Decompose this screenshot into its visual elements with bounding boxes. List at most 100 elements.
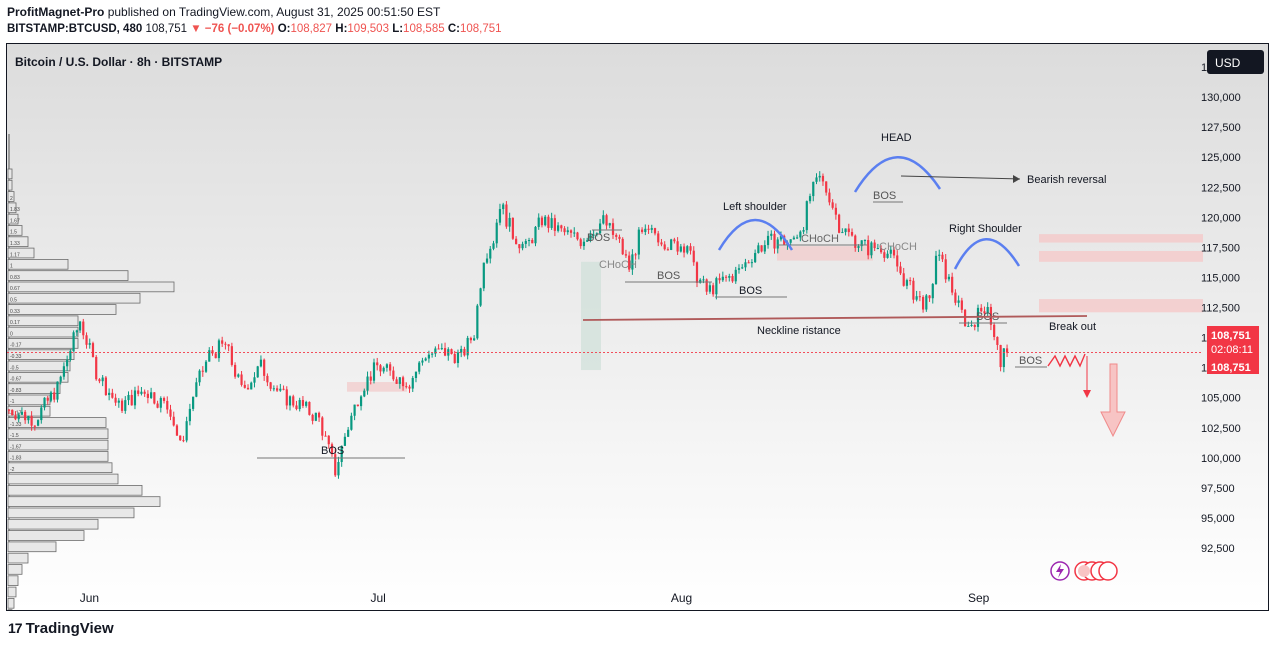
- candle-body: [405, 386, 408, 388]
- candle-body: [931, 284, 934, 299]
- candle-body: [760, 245, 763, 252]
- candle-body: [237, 374, 240, 377]
- volume-profile-bar: [7, 270, 129, 281]
- candle-body: [272, 388, 275, 390]
- candle-body: [644, 228, 647, 232]
- volume-profile-label: -0.67: [10, 377, 22, 383]
- candle-body: [766, 235, 770, 246]
- candle-body: [82, 321, 85, 336]
- y-tick-label: 117,500: [1201, 242, 1240, 254]
- candle-body: [611, 223, 615, 235]
- candle-body: [230, 346, 233, 365]
- y-tick-label: 105,000: [1201, 393, 1241, 405]
- price-change: ▼ −76 (−0.07%): [190, 23, 275, 35]
- candle-body: [954, 292, 957, 303]
- volume-profile-bar: [7, 315, 79, 327]
- candle-body: [689, 246, 692, 251]
- candle-body: [870, 242, 873, 256]
- candle-body: [427, 354, 430, 359]
- event-icons[interactable]: [1050, 561, 1118, 581]
- annotation-label: BOS: [739, 285, 762, 297]
- y-tick-label: 115,000: [1201, 272, 1240, 284]
- currency-button[interactable]: USD: [1207, 50, 1264, 74]
- candle-body: [792, 237, 795, 240]
- candle-body: [682, 246, 686, 253]
- candle-body: [721, 276, 724, 281]
- candle-body: [153, 392, 156, 404]
- low-label: L:: [392, 23, 404, 35]
- candle-body: [424, 358, 427, 361]
- candle-body: [398, 377, 401, 384]
- candle-body: [418, 362, 421, 372]
- candle-body: [728, 276, 731, 278]
- candle-body: [195, 382, 198, 397]
- candle-body: [62, 366, 66, 377]
- candle-body: [95, 356, 98, 380]
- candle-body: [828, 192, 831, 203]
- volume-profile-label: -1.33: [10, 422, 22, 428]
- candle-body: [712, 285, 715, 295]
- candle-body: [243, 384, 246, 388]
- volume-profile-label: 1.67: [10, 218, 20, 224]
- candle-body: [734, 269, 737, 282]
- publisher-name[interactable]: ProfitMagnet-Pro: [7, 5, 105, 19]
- candle-body: [282, 388, 285, 390]
- candle-body: [598, 223, 602, 234]
- candle-body: [518, 244, 521, 249]
- candle-body: [463, 348, 466, 356]
- y-tick-label: 130,000: [1201, 92, 1241, 104]
- candle-body: [59, 376, 62, 382]
- candle-body: [841, 232, 844, 234]
- candle-body: [466, 337, 469, 356]
- candle-body: [844, 228, 847, 233]
- volume-profile-label: 0.67: [10, 286, 20, 292]
- volume-profile-bar: [7, 564, 23, 575]
- candle-body: [624, 254, 628, 256]
- candle-body: [214, 353, 217, 359]
- volume-profile-bar: [7, 575, 19, 586]
- candle-body: [489, 248, 492, 259]
- chart-title: Bitcoin / U.S. Dollar · 8h · BITSTAMP: [15, 55, 222, 69]
- candle-body: [660, 242, 663, 245]
- candle-body: [266, 375, 269, 383]
- last-price: 108,751: [145, 23, 188, 35]
- candle-body: [692, 250, 695, 263]
- volume-profile-bar: [7, 236, 29, 248]
- supply-demand-zone: [1039, 234, 1203, 243]
- candle-body: [104, 377, 107, 395]
- candle-body: [618, 236, 621, 239]
- candle-body: [30, 415, 33, 426]
- candle-body: [628, 255, 631, 270]
- candle-body: [485, 258, 489, 263]
- candle-body: [653, 228, 657, 234]
- volume-profile-bar: [7, 518, 99, 530]
- volume-profile-bar: [7, 225, 23, 236]
- tradingview-logo[interactable]: 17 TradingView: [8, 620, 114, 637]
- candle-body: [673, 239, 676, 242]
- candle-body: [589, 234, 592, 241]
- candle-body: [295, 405, 298, 410]
- candle-body: [909, 280, 912, 282]
- price-chart[interactable]: -2-1.83-1.67-1.5-1.33-1.17-1-0.83-0.67-0…: [7, 44, 1268, 610]
- us-flag-icon[interactable]: [1098, 561, 1118, 581]
- candle-body: [608, 223, 611, 226]
- y-tick-label: 120,000: [1201, 212, 1241, 224]
- candle-body: [166, 400, 169, 410]
- candle-body: [359, 396, 363, 407]
- candle-body: [595, 233, 598, 235]
- candle-body: [699, 279, 702, 283]
- candle-body: [250, 382, 253, 390]
- candle-body: [33, 425, 36, 427]
- chart-frame[interactable]: -2-1.83-1.67-1.5-1.33-1.17-1-0.83-0.67-0…: [6, 43, 1269, 611]
- candle-body: [967, 325, 970, 327]
- candle-body: [172, 416, 175, 426]
- candle-body: [72, 332, 75, 352]
- projection-arrow-head: [1083, 390, 1091, 398]
- candle-body: [431, 353, 434, 355]
- candle-body: [1002, 348, 1005, 368]
- supply-demand-zone: [347, 382, 407, 392]
- candle-body: [579, 239, 582, 247]
- candle-body: [763, 245, 766, 252]
- candle-body: [799, 231, 802, 238]
- candle-body: [363, 390, 366, 397]
